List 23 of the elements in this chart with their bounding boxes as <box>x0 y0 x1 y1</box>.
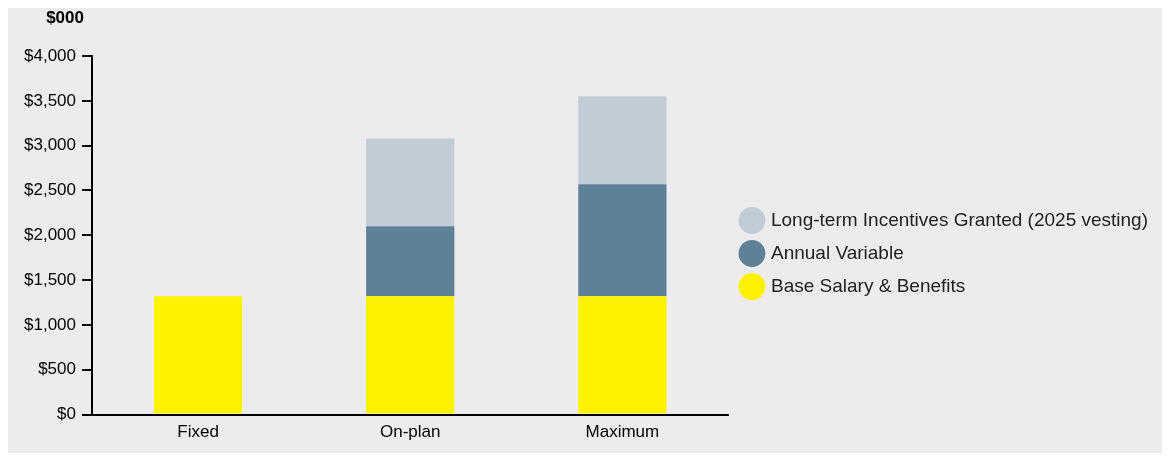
bar <box>578 296 667 414</box>
y-tick-label: $500 <box>38 359 76 379</box>
x-tick-label: Fixed <box>177 422 219 442</box>
y-tick-label: $3,500 <box>24 90 76 110</box>
y-tick-label: $0 <box>57 404 76 424</box>
y-tick-label: $4,000 <box>24 45 76 65</box>
y-tick-label: $1,000 <box>24 314 76 334</box>
bar <box>366 296 455 414</box>
bar <box>366 138 455 227</box>
bar <box>153 296 243 414</box>
y-tick-label: $1,500 <box>24 269 76 289</box>
legend-label: Base Salary & Benefits <box>770 274 966 296</box>
legend-label: Annual Variable <box>770 241 904 263</box>
y-tick-label: $2,500 <box>24 180 76 200</box>
bar <box>578 96 667 185</box>
y-tick-label: $3,000 <box>24 135 76 155</box>
y-axis-title: $000 <box>46 7 84 27</box>
bar <box>578 184 667 297</box>
x-tick-label: On-plan <box>379 422 441 442</box>
bar <box>366 226 455 297</box>
y-tick-label: $2,000 <box>24 224 76 244</box>
legend-label: Long-term Incentives Granted (2025 vesting) <box>770 208 1148 230</box>
x-tick-label: Maximum <box>585 422 660 442</box>
